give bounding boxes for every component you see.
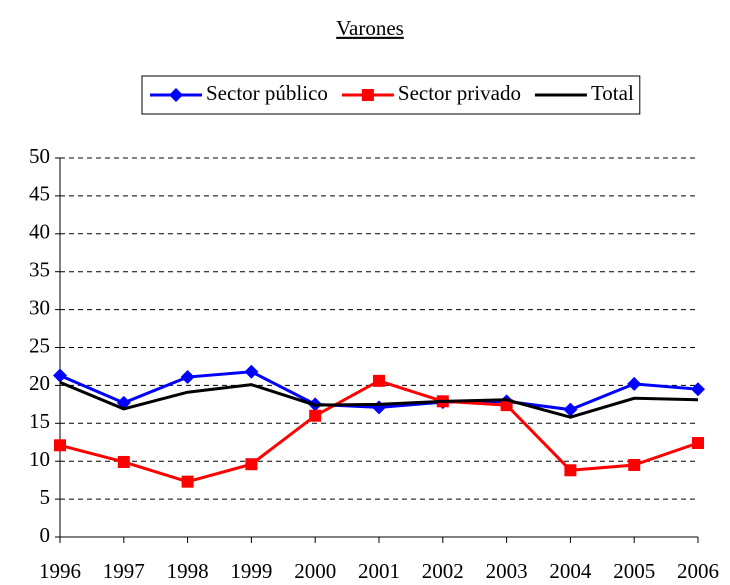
x-tick-label: 2004: [549, 559, 592, 583]
legend-marker: [169, 88, 183, 102]
point: [372, 400, 386, 415]
x-tick-label: 2003: [486, 559, 528, 583]
point: [54, 439, 66, 452]
point: [244, 364, 259, 379]
point: [627, 376, 642, 391]
y-tick-label: 25: [29, 333, 50, 357]
point: [117, 455, 130, 468]
point: [245, 458, 258, 471]
x-tick-label: 2002: [422, 559, 464, 583]
x-tick-label: 1996: [39, 559, 81, 583]
legend-label: Sector privado: [398, 81, 521, 105]
y-tick-label: 5: [40, 485, 51, 509]
x-tick-label: 2005: [613, 559, 655, 583]
y-tick-label: 10: [29, 447, 50, 471]
y-tick-label: 40: [29, 220, 50, 244]
legend-label: Total: [591, 81, 634, 105]
point: [564, 464, 577, 477]
y-tick-label: 45: [29, 182, 50, 206]
x-tick-label: 2000: [294, 559, 336, 583]
point: [563, 402, 578, 417]
series-line: [59, 380, 699, 419]
point: [500, 399, 513, 412]
chart-title: Varones: [336, 16, 404, 40]
legend-marker: [361, 89, 374, 101]
y-tick-label: 30: [29, 295, 50, 319]
x-tick-label: 2001: [358, 559, 400, 583]
y-tick-label: 0: [40, 523, 51, 547]
y-tick-label: 15: [29, 409, 50, 433]
point: [373, 374, 385, 387]
x-tick-label: 1998: [167, 559, 209, 583]
point: [309, 409, 322, 422]
legend-label: Sector público: [206, 81, 328, 105]
point: [628, 458, 641, 471]
x-tick-label: 1999: [230, 559, 272, 583]
y-tick-label: 35: [29, 258, 50, 282]
x-tick-label: 1997: [103, 559, 145, 583]
point: [181, 475, 194, 488]
point: [53, 368, 67, 383]
y-tick-label: 20: [29, 371, 50, 395]
point: [692, 437, 704, 450]
point: [180, 370, 195, 385]
y-tick-label: 50: [29, 144, 50, 168]
point: [691, 382, 705, 397]
x-tick-label: 2006: [677, 559, 719, 583]
